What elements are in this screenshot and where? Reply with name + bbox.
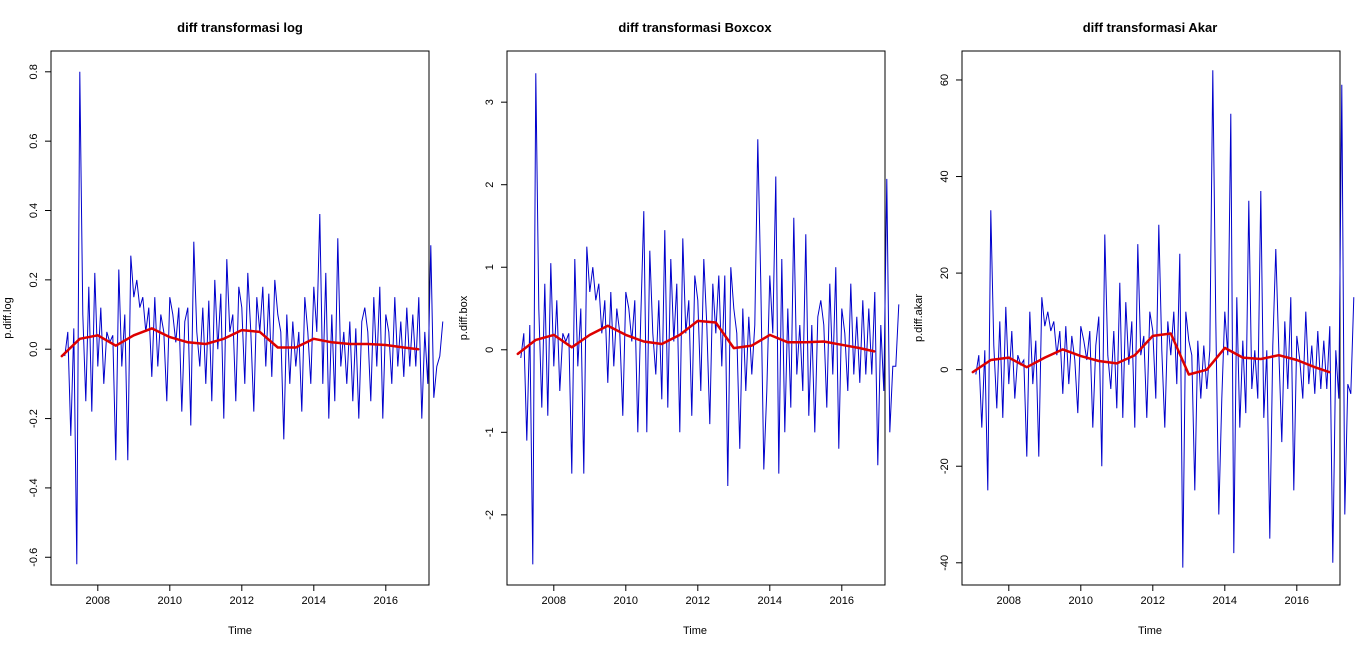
panel-akar-y-tick-label: 40	[939, 170, 951, 182]
panel-boxcox-x-tick-label: 2012	[686, 595, 710, 607]
panel-log-x-tick-label: 2014	[302, 595, 326, 607]
panel-log-y-tick-label: -0.6	[28, 548, 40, 567]
panel-log-series-line	[64, 71, 444, 565]
panel-boxcox-plot-frame	[506, 50, 886, 586]
panel-boxcox-y-tick-label: 0	[484, 347, 496, 353]
panel-akar-x-axis-label: Time	[1138, 625, 1162, 637]
panel-log-y-tick-label: 0.8	[28, 64, 40, 79]
panel-log-y-tick-label: 0.4	[28, 203, 40, 218]
panel-boxcox-y-tick-label: -1	[484, 427, 496, 437]
panel-akar-y-tick-label: 60	[939, 74, 951, 86]
panel-boxcox: diff transformasi Boxcox 2008 2010 2012 201…	[458, 20, 900, 637]
panel-boxcox-series-line	[520, 73, 900, 565]
panel-akar-y-axis-label: p.diff.akar	[913, 294, 925, 342]
panel-akar-x-tick-label: 2010	[1069, 595, 1093, 607]
panel-log: diff transformasi log 2008 2010 2012 2014 20…	[2, 20, 444, 637]
panel-akar-x-tick-label: 2008	[997, 595, 1021, 607]
panel-log-y-axis-label: p.diff.log	[2, 297, 14, 338]
panel-log-y-tick-label: 0.2	[28, 272, 40, 287]
panel-log-x-tick-label: 2008	[86, 595, 110, 607]
panel-log-y-tick-label: 0.0	[28, 342, 40, 357]
panel-log-x-tick-label: 2016	[374, 595, 398, 607]
panel-log-x-tick-label: 2012	[230, 595, 254, 607]
panel-log-plot-frame	[50, 50, 430, 586]
panel-akar-series-line	[975, 70, 1355, 568]
panel-boxcox-x-tick-label: 2014	[758, 595, 782, 607]
panel-log-y-axis: -0.6 -0.4 -0.2 0.0 0.2 0.4 0.6 0.8	[28, 64, 52, 567]
panel-akar-y-axis: -40 -20 0 20 40 60	[939, 74, 963, 571]
panel-boxcox-y-axis-label: p.diff.box	[458, 295, 470, 340]
panel-boxcox-y-tick-label: 1	[484, 264, 496, 270]
panel-log-x-tick-label: 2010	[158, 595, 182, 607]
panel-boxcox-x-tick-label: 2016	[830, 595, 854, 607]
panel-akar-x-axis: 2008 2010 2012 2014 2016	[997, 584, 1309, 607]
panel-boxcox-marks	[516, 73, 900, 565]
panel-akar-x-tick-label: 2016	[1285, 595, 1309, 607]
panel-akar-y-tick-label: -20	[939, 458, 951, 474]
panel-log-smooth-line	[60, 327, 420, 358]
panel-akar-marks	[971, 70, 1355, 568]
panel-boxcox-x-tick-label: 2008	[542, 595, 566, 607]
panel-akar-title: diff transformasi Akar	[1083, 20, 1218, 35]
panel-akar-x-tick-label: 2012	[1141, 595, 1165, 607]
panel-boxcox-smooth-line	[516, 319, 876, 356]
panel-log-y-tick-label: -0.4	[28, 478, 40, 497]
panel-log-title: diff transformasi log	[177, 20, 303, 35]
panel-boxcox-x-axis-label: Time	[683, 625, 707, 637]
panel-boxcox-x-tick-label: 2010	[614, 595, 638, 607]
panel-boxcox-y-axis: -2 -1 0 1 2 3	[484, 99, 508, 520]
panel-akar: diff transformasi Akar 2008 2010 2012 2014 2…	[913, 20, 1355, 637]
panel-boxcox-y-tick-label: 3	[484, 99, 496, 105]
panel-boxcox-x-axis: 2008 2010 2012 2014 2016	[542, 584, 854, 607]
panel-akar-smooth-line	[971, 332, 1331, 376]
panel-log-marks	[60, 71, 444, 565]
panel-akar-y-tick-label: 0	[939, 367, 951, 373]
panel-akar-y-tick-label: 20	[939, 267, 951, 279]
panel-akar-x-tick-label: 2014	[1213, 595, 1237, 607]
panel-boxcox-y-tick-label: -2	[484, 510, 496, 520]
panel-boxcox-y-tick-label: 2	[484, 182, 496, 188]
panel-log-x-axis: 2008 2010 2012 2014 2016	[86, 584, 398, 607]
panel-log-x-axis-label: Time	[228, 625, 252, 637]
panel-log-y-tick-label: 0.6	[28, 134, 40, 149]
panel-akar-y-tick-label: -40	[939, 555, 951, 571]
panel-boxcox-title: diff transformasi Boxcox	[618, 20, 772, 35]
panel-log-y-tick-label: -0.2	[28, 409, 40, 428]
